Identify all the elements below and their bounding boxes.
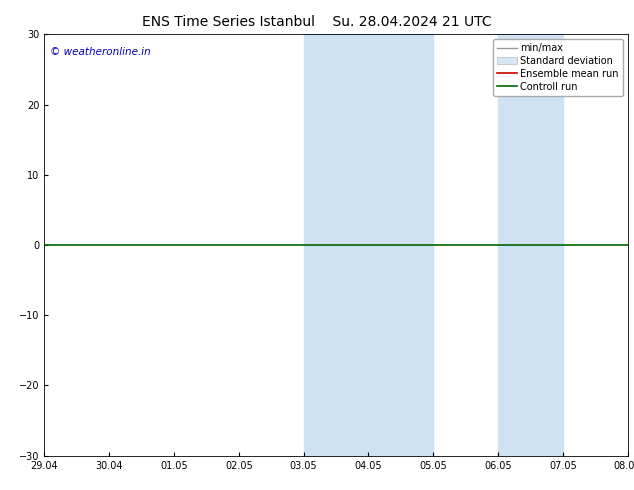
Legend: min/max, Standard deviation, Ensemble mean run, Controll run: min/max, Standard deviation, Ensemble me… [493,39,623,96]
Text: ENS Time Series Istanbul    Su. 28.04.2024 21 UTC: ENS Time Series Istanbul Su. 28.04.2024 … [142,15,492,29]
Text: © weatheronline.in: © weatheronline.in [50,47,151,57]
Bar [304,34,368,456]
Bar [498,34,563,456]
Bar [368,34,433,456]
